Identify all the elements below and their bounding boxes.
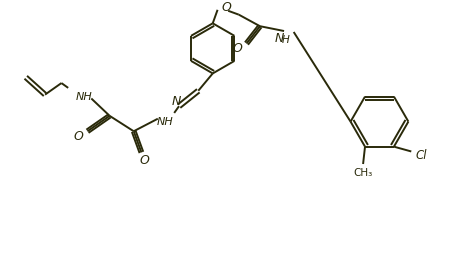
Text: Cl: Cl [415, 149, 427, 162]
Text: H: H [282, 35, 290, 45]
Text: N: N [274, 32, 284, 45]
Text: O: O [221, 1, 231, 14]
Text: O: O [140, 154, 149, 167]
Text: O: O [233, 42, 243, 55]
Text: CH₃: CH₃ [353, 168, 373, 178]
Text: O: O [74, 130, 84, 143]
Text: N: N [172, 95, 181, 108]
Text: NH: NH [157, 117, 174, 127]
Text: NH: NH [75, 92, 92, 102]
